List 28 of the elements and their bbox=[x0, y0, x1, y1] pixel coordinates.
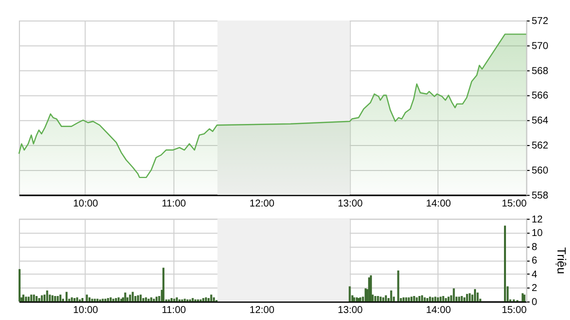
y-tick-label: 560 bbox=[532, 165, 549, 176]
x-tick-label: 15:00 bbox=[502, 304, 528, 316]
x-tick-label: 10:00 bbox=[73, 304, 98, 316]
y-tick-label: 0 bbox=[532, 296, 538, 308]
y-tick-label: 6 bbox=[532, 256, 538, 267]
x-tick-label: 15:00 bbox=[502, 198, 528, 210]
y-tick-label: 572 bbox=[532, 16, 549, 27]
y-tick-label: 2 bbox=[532, 283, 538, 294]
x-tick-label: 13:00 bbox=[338, 198, 364, 210]
x-tick-label: 10:00 bbox=[73, 198, 98, 210]
y-tick-label: 562 bbox=[532, 140, 549, 152]
x-tick-label: 11:00 bbox=[162, 304, 186, 316]
x-tick-label: 12:00 bbox=[250, 198, 275, 210]
y-tick-label: 558 bbox=[532, 190, 549, 202]
y-tick-label: 12 bbox=[532, 214, 544, 226]
y-tick-label: 566 bbox=[532, 90, 549, 102]
x-tick-label: 14:00 bbox=[426, 198, 452, 210]
y-tick-label: 10 bbox=[532, 228, 544, 240]
y-tick-label: 564 bbox=[532, 116, 549, 127]
y-axis-title: Triệu bbox=[554, 247, 569, 274]
y-tick-label: 4 bbox=[532, 269, 538, 280]
y-tick-label: 568 bbox=[532, 66, 549, 77]
x-tick-label: 13:00 bbox=[338, 304, 364, 316]
y-tick-label: 570 bbox=[532, 40, 549, 52]
x-tick-label: 11:00 bbox=[162, 198, 186, 210]
y-tick-label: 8 bbox=[532, 242, 538, 253]
x-tick-label: 12:00 bbox=[250, 304, 275, 316]
x-tick-label: 14:00 bbox=[426, 304, 452, 316]
